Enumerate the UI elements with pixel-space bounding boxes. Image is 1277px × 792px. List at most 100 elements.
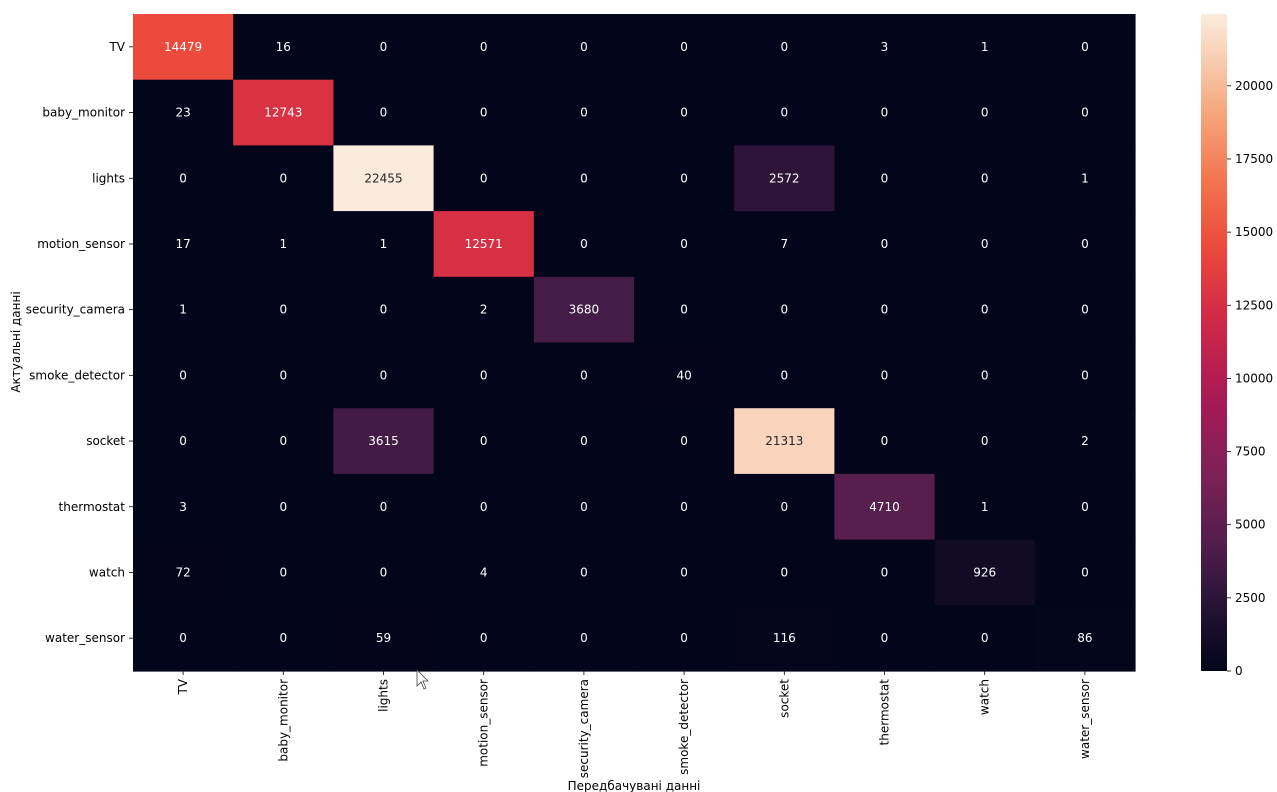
x-tick-label: TV	[176, 678, 190, 695]
heatmap-cell-value: 0	[380, 106, 388, 120]
heatmap-cell-value: 0	[1081, 565, 1089, 579]
x-tick-label: water_sensor	[1078, 679, 1092, 759]
heatmap-cell-value: 0	[680, 303, 688, 317]
heatmap-cell	[133, 276, 234, 344]
heatmap-cell	[333, 14, 435, 81]
heatmap-cell-value: 0	[881, 631, 889, 645]
heatmap-cell	[533, 408, 635, 475]
y-tick-label: smoke_detector	[29, 368, 125, 382]
heatmap-cell	[634, 408, 735, 475]
heatmap-cell	[533, 605, 635, 672]
heatmap-cell	[433, 79, 535, 146]
heatmap-cell	[834, 79, 936, 146]
heatmap-cell	[533, 211, 635, 278]
heatmap-cell-value: 0	[480, 631, 488, 645]
heatmap-cell-value: 23	[175, 106, 190, 120]
heatmap-cell	[133, 145, 234, 212]
heatmap-cell	[233, 276, 334, 344]
heatmap-cell-value: 0	[580, 40, 588, 54]
heatmap-cell	[333, 473, 435, 541]
heatmap-cell	[233, 342, 334, 409]
heatmap-cell-value: 0	[981, 434, 989, 448]
heatmap-cell	[1034, 473, 1136, 541]
heatmap-cell	[333, 276, 435, 344]
heatmap-cell-value: 0	[480, 40, 488, 54]
heatmap-cell-value: 17	[175, 237, 190, 251]
heatmap-cell	[634, 79, 735, 146]
colorbar-tick-label: 20000	[1235, 79, 1273, 93]
heatmap-cell	[433, 342, 535, 409]
heatmap-cell	[333, 539, 435, 606]
heatmap-cell	[734, 276, 835, 344]
heatmap-cell-value: 0	[380, 303, 388, 317]
heatmap-cell-value: 0	[279, 565, 287, 579]
heatmap-cell	[133, 342, 234, 409]
heatmap-cell-value: 0	[680, 500, 688, 514]
heatmap-cell-value: 0	[279, 303, 287, 317]
heatmap-cell-value: 0	[480, 500, 488, 514]
heatmap-cell-value: 0	[279, 171, 287, 185]
heatmap-cell	[233, 605, 334, 672]
heatmap-cell-value: 0	[179, 171, 187, 185]
heatmap-cell-value: 0	[279, 631, 287, 645]
heatmap-cell-value: 0	[279, 500, 287, 514]
heatmap-cell-value: 0	[680, 40, 688, 54]
heatmap-cell	[734, 14, 835, 81]
heatmap-cell-value: 12743	[264, 106, 302, 120]
heatmap-cell	[333, 605, 435, 672]
heatmap-cell-value: 0	[279, 368, 287, 382]
colorbar-tick-label: 2500	[1235, 591, 1266, 605]
y-tick-label: baby_monitor	[42, 106, 125, 120]
heatmap-cell-value: 0	[881, 237, 889, 251]
heatmap-cell	[1034, 145, 1136, 212]
colorbar-tick-label: 7500	[1235, 445, 1266, 459]
heatmap-cell-value: 59	[376, 631, 391, 645]
heatmap-cell	[433, 473, 535, 541]
heatmap-cell	[133, 211, 234, 278]
heatmap-cell-value: 3	[881, 40, 889, 54]
heatmap-cell	[333, 79, 435, 146]
heatmap-cell	[834, 408, 936, 475]
heatmap-cell-value: 0	[580, 368, 588, 382]
heatmap-cell-value: 21313	[765, 434, 803, 448]
heatmap-cell-value: 0	[981, 303, 989, 317]
heatmap-cell-value: 0	[680, 171, 688, 185]
x-tick-label: baby_monitor	[276, 679, 290, 762]
heatmap-cell	[533, 539, 635, 606]
heatmap-cell	[433, 211, 535, 278]
heatmap-cell-value: 0	[580, 171, 588, 185]
heatmap-cell	[433, 145, 535, 212]
heatmap-cell	[634, 342, 735, 409]
heatmap-cell-value: 40	[676, 368, 691, 382]
heatmap-cell-value: 0	[380, 40, 388, 54]
heatmap-cell-value: 0	[780, 500, 788, 514]
x-tick-label: smoke_detector	[677, 679, 691, 775]
heatmap-cell-value: 0	[580, 106, 588, 120]
x-tick-label: motion_sensor	[477, 679, 491, 767]
heatmap-cell-value: 0	[179, 368, 187, 382]
colorbar-tick-label: 5000	[1235, 518, 1266, 532]
heatmap-cell-value: 0	[1081, 237, 1089, 251]
heatmap-cell	[734, 342, 835, 409]
heatmap-cell-value: 0	[179, 434, 187, 448]
heatmap-cell	[133, 473, 234, 541]
heatmap-cell	[1034, 605, 1136, 672]
heatmap-cell	[233, 79, 334, 146]
heatmap-cell	[734, 473, 835, 541]
heatmap-cell	[233, 473, 334, 541]
heatmap-cell	[634, 145, 735, 212]
heatmap-cell-value: 0	[680, 237, 688, 251]
heatmap-cell-value: 0	[981, 631, 989, 645]
heatmap-cell-value: 0	[580, 500, 588, 514]
heatmap-cell	[1034, 14, 1136, 81]
heatmap-cell	[533, 473, 635, 541]
y-axis-label: Актуальні данні	[9, 291, 23, 392]
heatmap-cell	[1034, 539, 1136, 606]
mouse-cursor-icon	[416, 669, 429, 690]
heatmap-cell	[734, 605, 835, 672]
heatmap-cell	[834, 539, 936, 606]
heatmap-cell-value: 14479	[164, 40, 202, 54]
heatmap-cell-value: 2572	[769, 171, 800, 185]
heatmap-cell	[934, 539, 1036, 606]
